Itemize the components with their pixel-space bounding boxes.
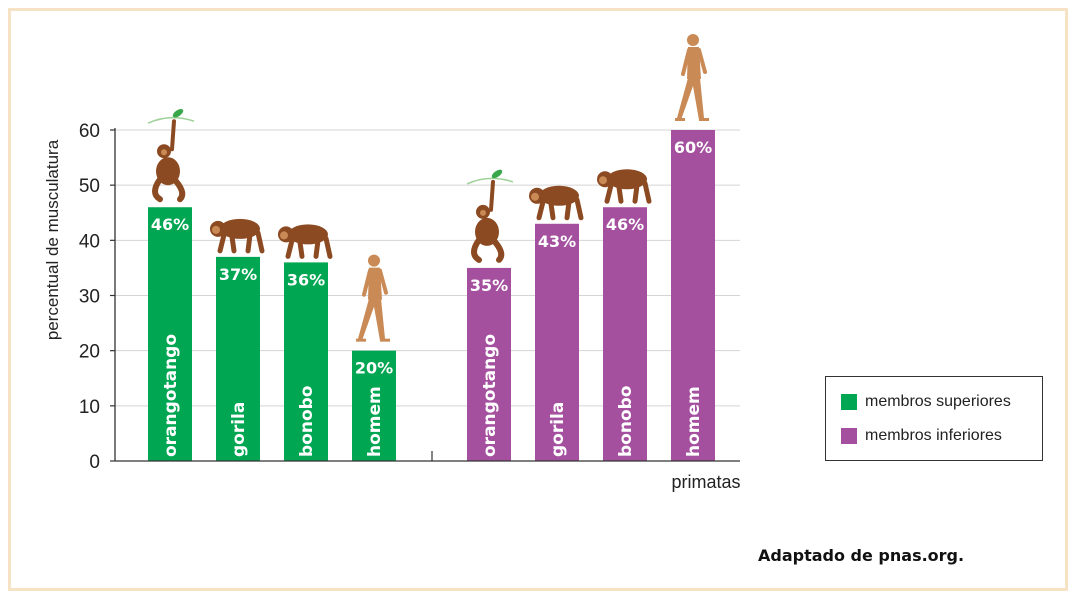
primate-icon-orangotango-inferiores bbox=[466, 169, 514, 263]
primate-icon-bonobo-superiores bbox=[278, 224, 333, 259]
value-label-homem-superiores: 20% bbox=[355, 359, 393, 378]
bar-orangotango-superiores bbox=[148, 207, 192, 461]
bar-bonobo-inferiores bbox=[603, 207, 647, 461]
x-axis-label: primatas bbox=[671, 472, 740, 492]
value-label-gorila-superiores: 37% bbox=[219, 265, 257, 284]
legend-item-superiores: membros superiores bbox=[841, 393, 1011, 411]
legend-item-inferiores: membros inferiores bbox=[841, 427, 1002, 445]
value-label-orangotango-superiores: 46% bbox=[151, 215, 189, 234]
primate-icon-gorila-inferiores bbox=[529, 185, 584, 221]
category-label-bonobo-superiores: bonobo bbox=[297, 386, 317, 457]
y-tick-label-40: 40 bbox=[79, 231, 100, 252]
category-label-homem-superiores: homem bbox=[365, 386, 385, 457]
value-label-gorila-inferiores: 43% bbox=[538, 232, 576, 251]
category-label-gorila-inferiores: gorila bbox=[548, 402, 568, 457]
legend-swatch-superiores bbox=[841, 394, 857, 410]
primate-icon-homem-inferiores bbox=[675, 34, 709, 121]
value-label-bonobo-superiores: 36% bbox=[287, 270, 325, 289]
axes: 0 10 20 30 40 50 60 bbox=[79, 121, 740, 473]
y-tick-label-0: 0 bbox=[89, 452, 100, 473]
bars: 46% orangotango 37% gorila 36% bonobo 20% homem… bbox=[148, 130, 715, 461]
value-label-bonobo-inferiores: 46% bbox=[606, 215, 644, 234]
legend: membros superiores membros inferiores bbox=[825, 376, 1043, 461]
source-note: Adaptado de pnas.org. bbox=[758, 546, 965, 565]
legend-label-superiores: membros superiores bbox=[865, 393, 1011, 410]
y-tick-label-20: 20 bbox=[79, 342, 100, 363]
y-axis-label: percentual de musculatura bbox=[43, 139, 62, 340]
bar-orangotango-inferiores bbox=[467, 267, 511, 461]
y-tick-label-50: 50 bbox=[79, 176, 100, 197]
value-label-homem-inferiores: 60% bbox=[674, 138, 712, 157]
value-label-orangotango-inferiores: 35% bbox=[470, 276, 508, 295]
y-tick-label-30: 30 bbox=[79, 287, 100, 308]
bar-gorila-superiores bbox=[216, 256, 260, 461]
bar-homem-superiores bbox=[352, 350, 396, 461]
category-label-gorila-superiores: gorila bbox=[229, 402, 249, 457]
primate-icon-orangotango-superiores bbox=[147, 109, 195, 203]
y-tick-label-10: 10 bbox=[79, 397, 100, 418]
primate-icon-gorila-superiores bbox=[210, 218, 265, 254]
category-label-orangotango-inferiores: orangotango bbox=[480, 334, 500, 457]
primate-icon-bonobo-inferiores bbox=[597, 169, 652, 204]
legend-swatch-inferiores bbox=[841, 428, 857, 444]
category-label-homem-inferiores: homem bbox=[684, 386, 704, 457]
primate-icons bbox=[147, 34, 709, 342]
legend-label-inferiores: membros inferiores bbox=[865, 427, 1002, 444]
primate-icon-homem-superiores bbox=[356, 254, 390, 342]
bar-homem-inferiores bbox=[671, 130, 715, 461]
bar-gorila-inferiores bbox=[535, 223, 579, 461]
bar-bonobo-superiores bbox=[284, 262, 328, 461]
category-label-orangotango-superiores: orangotango bbox=[161, 334, 181, 457]
category-label-bonobo-inferiores: bonobo bbox=[616, 386, 636, 457]
y-tick-label-60: 60 bbox=[79, 121, 100, 142]
